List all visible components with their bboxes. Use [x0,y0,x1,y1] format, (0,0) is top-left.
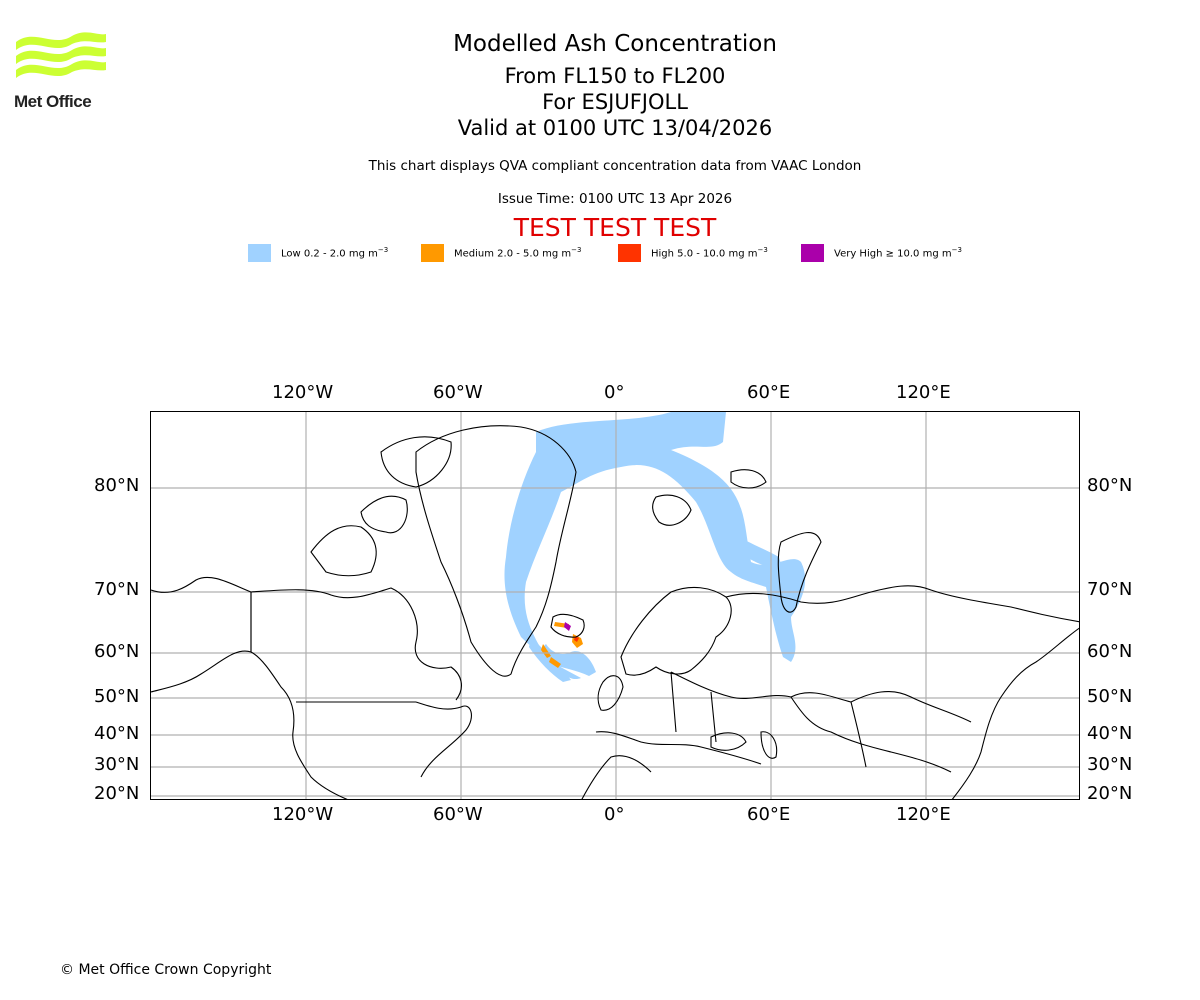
lat-tick-left-40n: 40°N [94,723,140,744]
lat-tick-left-60n: 60°N [94,641,140,662]
ash-plume-very-high [564,622,571,631]
legend-label-medium: Medium 2.0 - 5.0 mg m [454,248,572,260]
coastlines [151,425,1079,799]
legend-label-high: High 5.0 - 10.0 mg m [651,248,758,260]
lat-tick-left-80n: 80°N [94,475,140,496]
lat-tick-right-70n: 70°N [1087,579,1133,600]
lon-tick-bottom-60w: 60°W [433,804,483,825]
lon-tick-bottom-120w: 120°W [272,804,334,825]
lat-tick-left-20n: 20°N [94,783,140,804]
lon-tick-top-60w: 60°W [433,382,483,403]
lon-tick-bottom-120e: 120°E [896,804,951,825]
volcano-name: For ESJUFJOLL [542,90,688,114]
legend-swatch-very-high [801,244,824,262]
chart-description: This chart displays QVA compliant concen… [368,158,862,174]
lon-tick-top-60e: 60°E [747,382,791,403]
lat-tick-right-20n: 20°N [1087,783,1133,804]
lat-tick-right-30n: 30°N [1087,754,1133,775]
legend-item-low: Low 0.2 - 2.0 mg m−3 [248,244,388,262]
lat-tick-left-50n: 50°N [94,686,140,707]
legend-swatch-high [618,244,641,262]
map-canvas [151,412,1079,799]
lon-tick-top-120e: 120°E [896,382,951,403]
legend-item-medium: Medium 2.0 - 5.0 mg m−3 [421,244,581,262]
ash-plume-low [504,412,806,682]
valid-time: Valid at 0100 UTC 13/04/2026 [457,116,773,140]
lat-tick-right-50n: 50°N [1087,686,1133,707]
legend-label-very-high: Very High ≥ 10.0 mg m [834,248,952,260]
legend-item-very-high: Very High ≥ 10.0 mg m−3 [801,244,962,262]
lat-tick-left-30n: 30°N [94,754,140,775]
ash-concentration-map [150,411,1080,800]
lat-tick-left-70n: 70°N [94,579,140,600]
legend-swatch-low [248,244,271,262]
flight-level-range: From FL150 to FL200 [504,64,726,88]
lon-tick-top-120w: 120°W [272,382,334,403]
map-gridlines [151,412,1079,799]
chart-title: Modelled Ash Concentration [453,31,777,57]
issue-time: Issue Time: 0100 UTC 13 Apr 2026 [497,191,733,207]
copyright-notice: © Met Office Crown Copyright [60,962,272,978]
test-banner: TEST TEST TEST [513,213,717,242]
lat-tick-right-80n: 80°N [1087,475,1133,496]
legend-swatch-medium [421,244,444,262]
met-office-logo-icon [16,32,106,78]
lon-tick-bottom-0: 0° [604,804,625,825]
met-office-logo-text: Met Office [14,92,92,111]
legend-label-low: Low 0.2 - 2.0 mg m [281,248,378,260]
lon-tick-top-0: 0° [604,382,625,403]
legend-item-high: High 5.0 - 10.0 mg m−3 [618,244,768,262]
lon-tick-bottom-60e: 60°E [747,804,791,825]
lat-tick-right-60n: 60°N [1087,641,1133,662]
lat-tick-right-40n: 40°N [1087,723,1133,744]
